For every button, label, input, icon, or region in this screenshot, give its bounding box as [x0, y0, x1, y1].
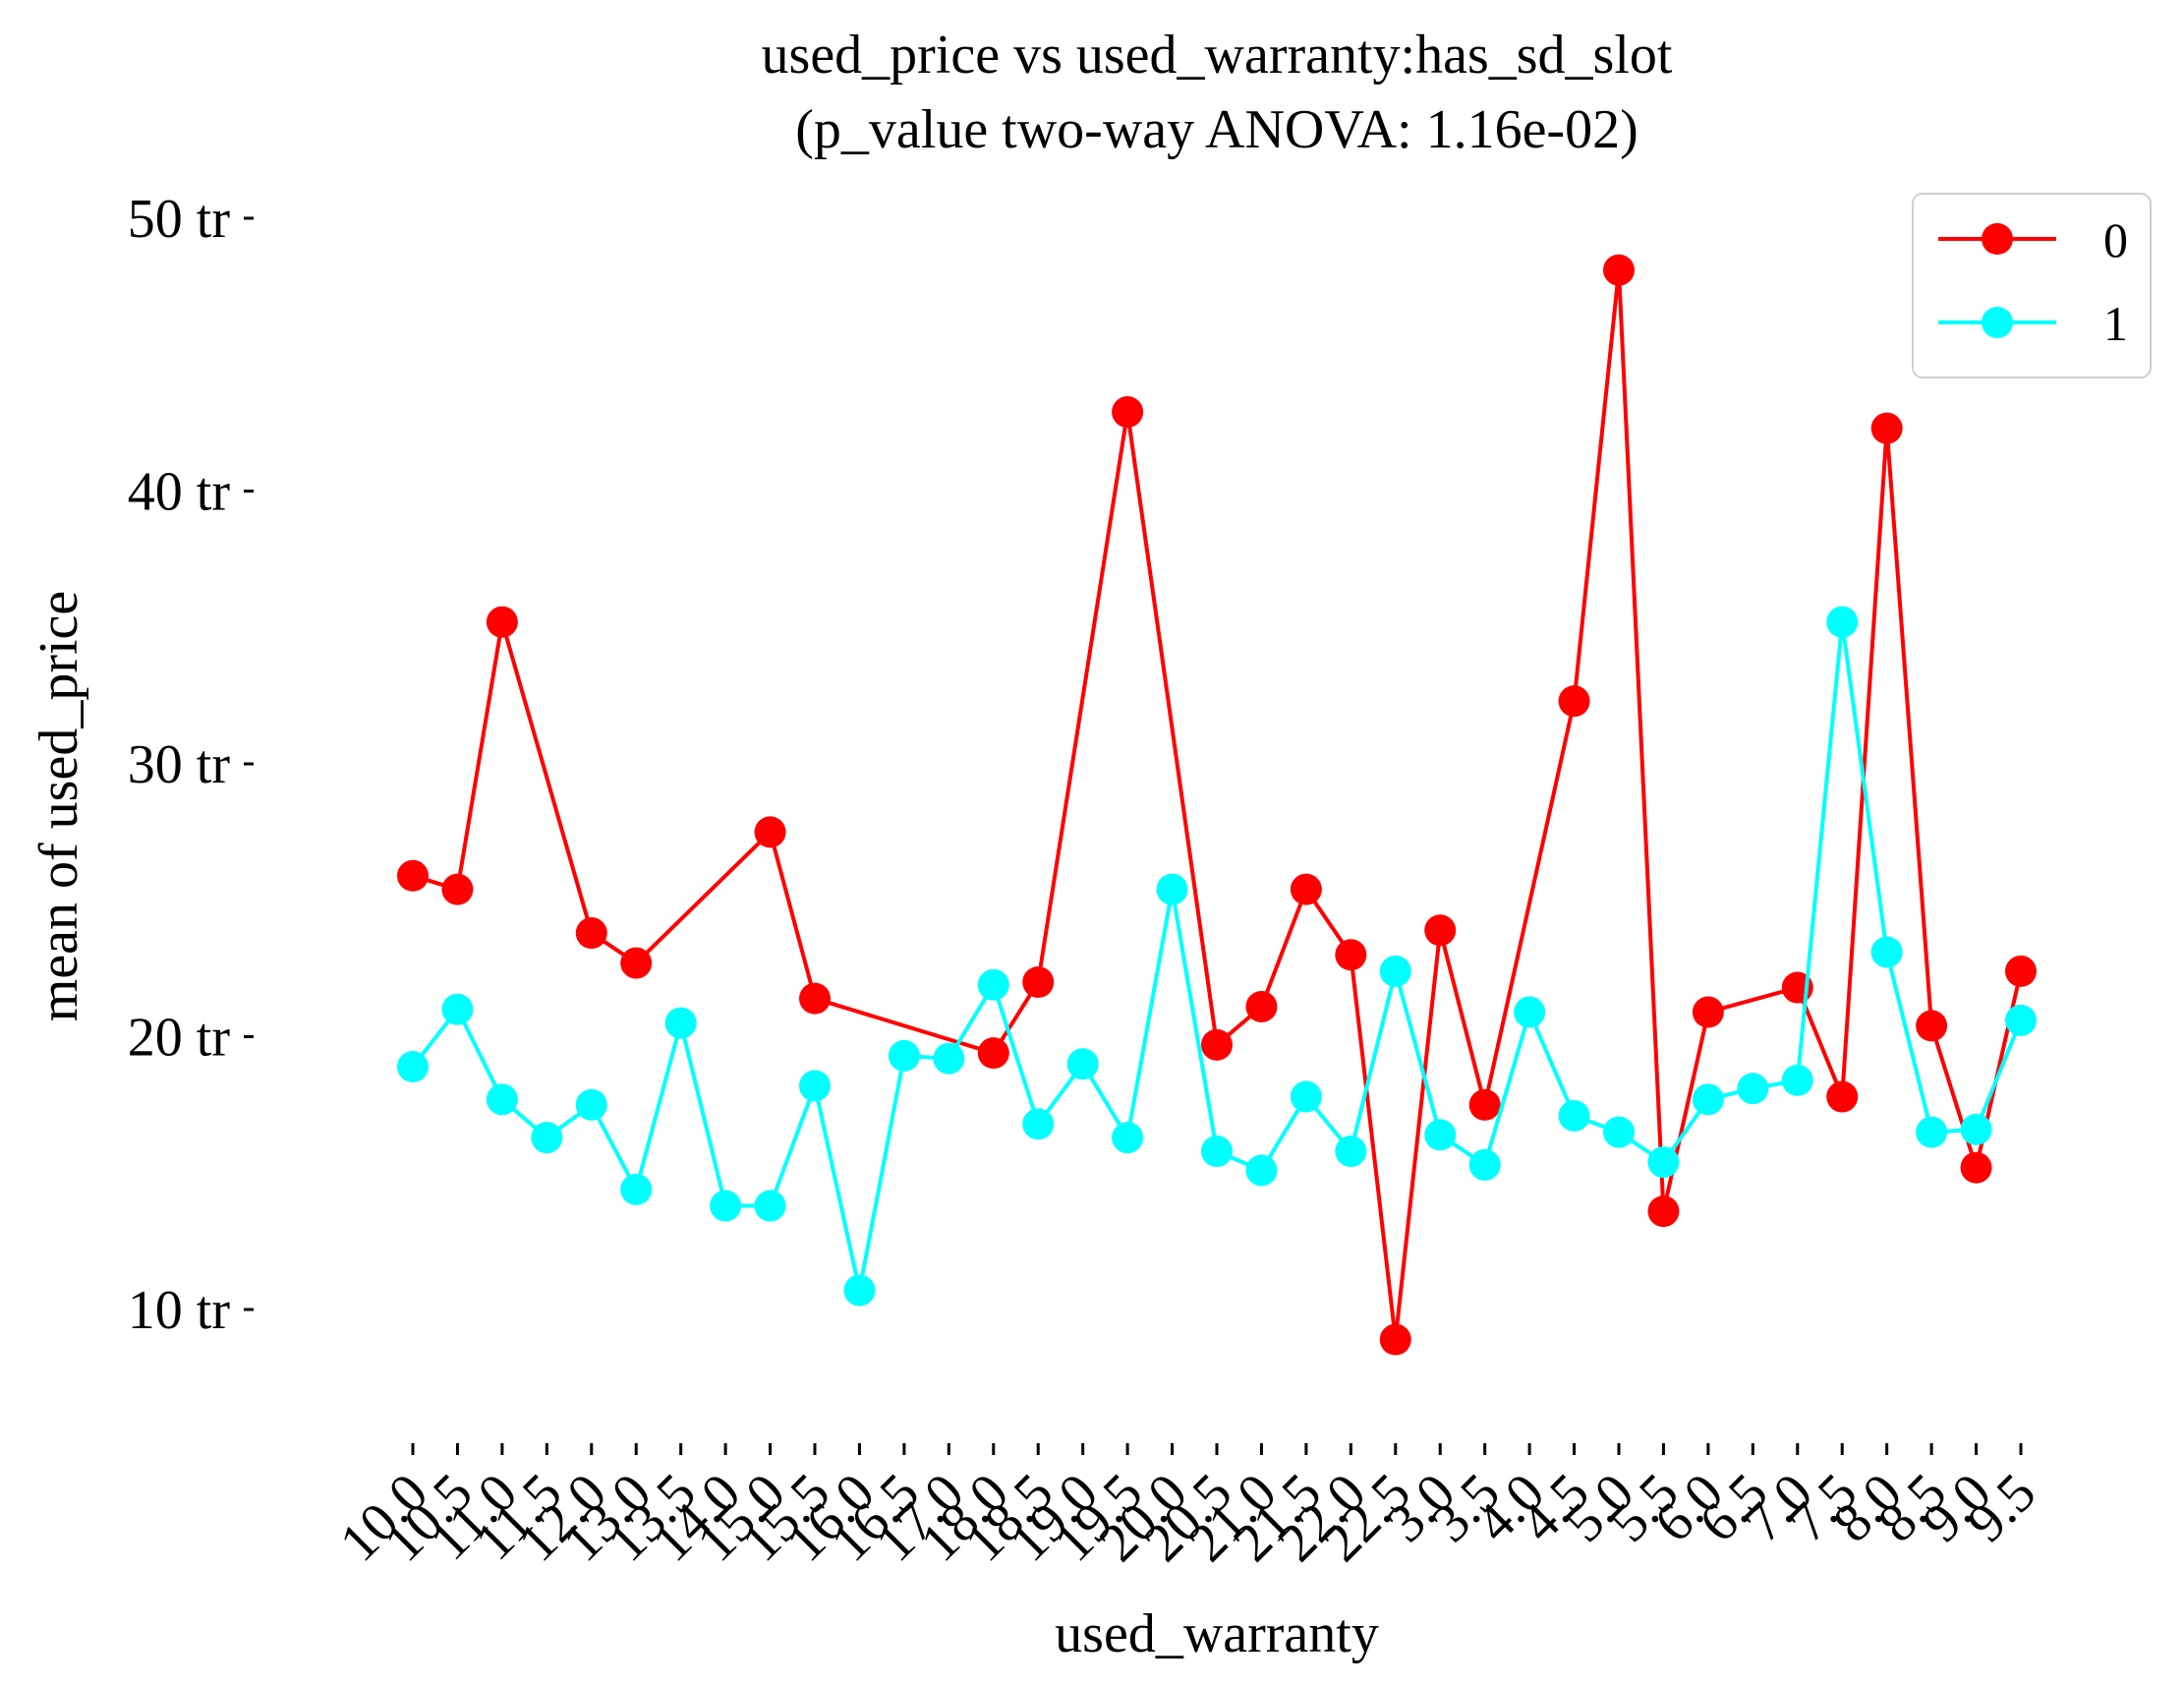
- data-point: [1245, 1154, 1278, 1187]
- legend-label: 0: [2103, 212, 2128, 267]
- series-1: [397, 606, 2037, 1307]
- data-point: [397, 859, 429, 892]
- data-point: [1647, 1146, 1680, 1179]
- data-point: [1066, 1048, 1099, 1080]
- data-point: [397, 1051, 429, 1083]
- data-point: [977, 968, 1009, 1001]
- data-point: [933, 1042, 965, 1075]
- data-point: [620, 1173, 653, 1205]
- data-point: [977, 1037, 1009, 1070]
- y-tick-label: 40 tr: [128, 462, 231, 523]
- data-point: [486, 1083, 518, 1116]
- data-point: [2005, 1004, 2037, 1036]
- data-point: [620, 947, 653, 979]
- data-point: [1558, 1099, 1590, 1132]
- legend-swatch-marker: [1982, 223, 2013, 255]
- data-point: [1468, 1148, 1501, 1181]
- legend-label: 1: [2103, 296, 2128, 351]
- data-point: [1379, 1323, 1411, 1356]
- legend-item-0: 0: [1938, 212, 2128, 267]
- data-point: [1112, 396, 1144, 429]
- data-point: [531, 1122, 563, 1154]
- data-point: [575, 917, 607, 950]
- data-point: [1201, 1135, 1233, 1168]
- data-point: [1647, 1195, 1680, 1228]
- data-point: [888, 1039, 920, 1072]
- data-point: [1692, 996, 1724, 1028]
- y-tick-label: 20 tr: [128, 1008, 231, 1069]
- data-point: [843, 1274, 876, 1307]
- data-point: [1290, 1080, 1322, 1113]
- data-point: [1468, 1088, 1501, 1121]
- chart-subtitle: (p_value two-way ANOVA: 1.16e-02): [795, 99, 1638, 160]
- data-point: [1960, 1151, 1992, 1184]
- data-point: [1870, 412, 1903, 444]
- data-point: [1424, 1119, 1457, 1151]
- series-line: [412, 267, 2023, 1342]
- data-point: [664, 1007, 697, 1039]
- data-point: [1558, 685, 1590, 718]
- data-point: [1201, 1028, 1233, 1061]
- data-point: [799, 1070, 831, 1102]
- data-point: [754, 816, 786, 848]
- data-point: [1379, 955, 1411, 987]
- data-point: [1290, 873, 1322, 905]
- data-point: [1424, 914, 1457, 947]
- y-axis-label: mean of used_price: [29, 591, 89, 1021]
- data-point: [1245, 990, 1278, 1022]
- legend-swatch-marker: [1982, 307, 2013, 338]
- data-point: [1335, 939, 1367, 971]
- plot-area: [397, 254, 2037, 1356]
- chart-title: used_price vs used_warranty:has_sd_slot: [762, 25, 1673, 86]
- legend-item-1: 1: [1938, 296, 2128, 351]
- data-point: [1603, 254, 1635, 286]
- y-tick-label: 10 tr: [128, 1280, 231, 1341]
- data-point: [1960, 1113, 1992, 1145]
- data-point: [1335, 1135, 1367, 1168]
- data-point: [1022, 966, 1055, 998]
- data-point: [1826, 606, 1859, 638]
- data-point: [799, 982, 831, 1015]
- data-point: [1737, 1073, 1769, 1105]
- y-tick-label: 50 tr: [128, 189, 231, 250]
- data-point: [441, 993, 474, 1025]
- y-axis: 10 tr 20 tr 30 tr 40 tr 50 tr: [128, 189, 254, 1341]
- series-0: [397, 254, 2037, 1356]
- y-tick-label: 30 tr: [128, 734, 231, 795]
- data-point: [754, 1190, 786, 1222]
- data-point: [441, 873, 474, 905]
- data-point: [1916, 1116, 1948, 1148]
- data-point: [1826, 1080, 1859, 1113]
- data-point: [575, 1088, 607, 1121]
- data-point: [1112, 1122, 1144, 1154]
- legend: 01: [1912, 193, 2152, 378]
- data-point: [486, 606, 518, 638]
- series-line: [411, 619, 2023, 1293]
- data-point: [1916, 1010, 1948, 1042]
- data-point: [1603, 1116, 1635, 1148]
- data-point: [1781, 1064, 1813, 1096]
- data-point: [710, 1190, 742, 1222]
- x-axis-label: used_warranty: [1055, 1603, 1379, 1664]
- data-point: [1870, 936, 1903, 968]
- data-point: [1692, 1083, 1724, 1116]
- x-axis: 10.010.511.011.512.013.013.514.015.015.5…: [328, 1443, 2047, 1573]
- data-point: [1022, 1108, 1055, 1140]
- data-point: [1156, 873, 1188, 905]
- data-point: [2005, 955, 2037, 987]
- data-point: [1514, 996, 1546, 1028]
